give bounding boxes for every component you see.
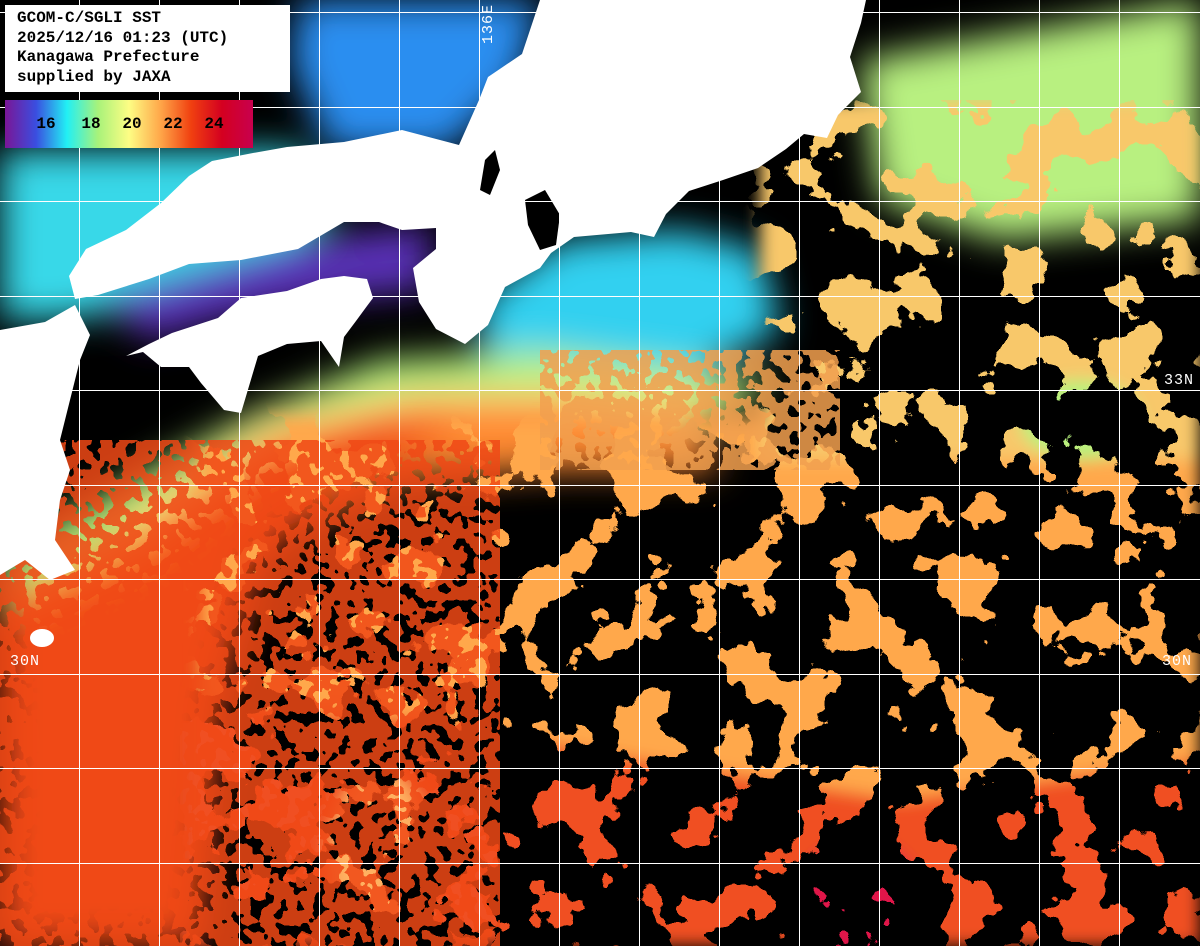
- colorbar-gradient: [5, 100, 253, 148]
- sst-cyan-kii-east: [480, 230, 780, 370]
- ise-bay: [525, 190, 560, 250]
- lat-label-33n-left: 33N: [8, 372, 39, 389]
- sst-colorbar: 16 18 20 22 24: [5, 100, 253, 148]
- land-kyushu: [0, 305, 90, 580]
- lake-biwa: [480, 150, 500, 195]
- colorbar-tick-16: 16: [36, 115, 56, 133]
- info-title: GCOM-C/SGLI SST: [17, 9, 162, 27]
- sst-patch-green: [1020, 380, 1140, 460]
- colorbar-tick-24: 24: [204, 115, 224, 133]
- land-honshu: [69, 0, 866, 344]
- sst-purple-seto: [100, 225, 430, 340]
- lat-label-30n-right: 30N: [1162, 653, 1193, 670]
- info-provider: Kanagawa Prefecture: [17, 48, 200, 66]
- colorbar-tick-20: 20: [122, 115, 142, 133]
- colorbar-tick-22: 22: [163, 115, 183, 133]
- sst-warm-core-red: [800, 840, 920, 946]
- lon-label-136e: 136E: [480, 3, 497, 44]
- colorbar-tick-18: 18: [81, 115, 101, 133]
- lat-label-33n-right: 33N: [1164, 372, 1195, 389]
- info-box: GCOM-C/SGLI SST 2025/12/16 01:23 (UTC) Kan…: [5, 5, 290, 92]
- lat-label-30n-left: 30N: [10, 653, 41, 670]
- land-island: [30, 629, 54, 647]
- info-datetime: 2025/12/16 01:23 (UTC): [17, 28, 229, 47]
- land-shikoku: [126, 276, 373, 413]
- sst-speckle: [0, 350, 840, 946]
- land: [0, 0, 866, 647]
- info-source: supplied by JAXA: [17, 67, 171, 86]
